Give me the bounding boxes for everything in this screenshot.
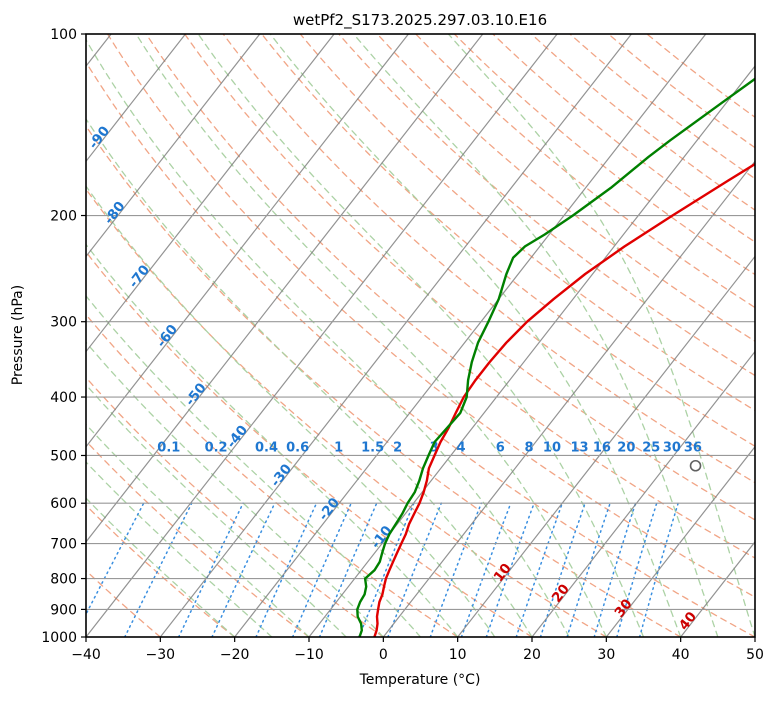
mixing-ratio-label: 1 [334,440,343,455]
mixing-ratio-label: 36 [684,440,702,455]
mixing-ratio-label: 0.1 [157,440,180,455]
mixing-ratio-label: 6 [496,440,505,455]
mixing-ratio-label: 0.6 [286,440,309,455]
moist-adiabat [135,34,607,637]
mixing-ratio-label: 0.2 [205,440,228,455]
isotherm [86,34,410,448]
y-tick-label: 300 [50,315,77,331]
mixing-ratio-label: 8 [525,440,534,455]
x-tick-label: 20 [523,647,541,663]
dry-adiabat [86,440,310,637]
dry-adiabat [415,34,755,309]
moist-adiabat [86,423,310,637]
dry-adiabat [86,250,533,637]
mixing-ratio-label: 10 [543,440,561,455]
x-tick-label: −20 [220,647,250,663]
dry-adiabat [86,188,607,637]
isotherm [86,34,558,637]
temperature-curve [373,162,755,637]
isotherm [234,34,707,637]
dry-adiabat [338,34,755,377]
y-tick-label: 1000 [41,630,77,646]
isotherm [86,34,484,543]
isotherm [86,34,335,353]
dewpoint-curve [356,77,755,637]
x-tick-label: 0 [379,647,388,663]
mixing-ratio-label: 25 [642,440,660,455]
isotherm [86,34,261,258]
isotherm [382,160,755,637]
mixing-ratio-line [255,502,318,637]
x-tick-label: 30 [597,647,615,663]
isotherm [159,34,633,637]
isotherm [86,34,187,163]
x-tick-label: −10 [294,647,324,663]
y-tick-label: 200 [50,209,77,225]
x-tick-label: −30 [146,647,176,663]
dry-adiabat [106,34,755,598]
moist-adiabat [197,34,645,637]
plot-area: -100-90-80-70-60-50-40-30-20-10102030400… [41,27,764,663]
mixing-ratio-label: 1.5 [361,440,384,455]
dry-adiabat [86,61,755,637]
y-tick-label: 700 [50,537,77,553]
lcl-marker [689,459,702,472]
y-tick-label: 400 [50,390,77,406]
dry-adiabat [86,376,384,637]
moist-adiabat [86,117,533,637]
mixing-ratio-label: 4 [457,440,466,455]
x-tick-label: 10 [449,647,467,663]
y-tick-label: 900 [50,602,77,618]
y-tick-label: 100 [50,27,77,43]
mixing-ratio-label: 13 [571,440,589,455]
mixing-ratio-label: 20 [617,440,635,455]
y-axis-label: Pressure (hPa) [10,285,26,385]
mixing-ratio-line [318,502,378,637]
x-tick-label: −40 [71,647,101,663]
mixing-ratio-label: 30 [663,440,681,455]
mixing-ratio-label: 3 [430,440,439,455]
moist-adiabat [447,34,755,637]
mixing-ratio-label: 0.4 [255,440,278,455]
mixing-ratio-line [211,502,276,637]
x-tick-label: 40 [672,647,690,663]
mixing-ratio-label: 16 [593,440,611,455]
moist-adiabat [86,243,459,637]
isotherm [605,445,755,637]
isotherm [531,350,755,637]
mixing-ratio-label: 2 [393,440,402,455]
moist-adiabat [86,38,570,637]
x-axis-label: Temperature (°C) [359,672,481,688]
y-tick-label: 800 [50,572,77,588]
moist-adiabat [86,185,496,637]
mixing-ratio-line [291,502,352,637]
moist-adiabat [269,34,682,637]
dry-adiabat [145,34,755,559]
dry-adiabat [86,504,236,637]
dry-adiabat [86,124,682,637]
y-tick-label: 500 [50,448,77,464]
plot-frame [85,33,756,638]
isotherm [457,255,755,637]
x-tick-label: 50 [746,647,764,663]
page-title: wetPf2_S173.2025.297.03.10.E16 [293,11,547,30]
moist-adiabat [86,341,384,637]
dry-adiabat [376,34,755,342]
y-tick-label: 600 [50,496,77,512]
moist-adiabat [352,34,719,637]
